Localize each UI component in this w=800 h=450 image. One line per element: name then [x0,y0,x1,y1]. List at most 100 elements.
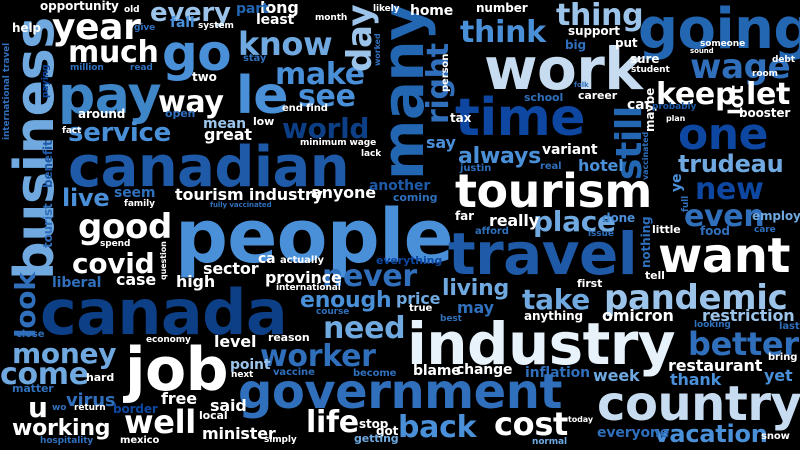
word-stop: stop [359,417,389,431]
word-omicron: omicron [602,306,674,325]
word-better: better [688,325,799,363]
word-province: province [265,268,342,287]
word-mean: mean [203,116,246,132]
word-tell: tell [645,269,665,282]
word-paying: paying [41,64,51,98]
word-think: think [460,15,546,50]
word-said: said [210,396,247,415]
word-actually: actually [280,255,324,266]
word-never: never [322,259,417,294]
word-million: million [70,63,104,73]
word-good: good [78,207,173,247]
word-simply: simply [264,435,297,445]
word-new: new [695,172,764,207]
word-service: service [68,118,172,148]
word-high: high [176,272,216,291]
word-pandemic: pandemic [604,278,788,318]
word-case: case [116,270,157,289]
word-debt: debt [772,55,795,65]
word-price: price [396,289,441,308]
word-even: even [684,199,765,234]
word-help: help [12,21,41,35]
word-another: another [369,178,431,194]
word-room: room [752,69,778,79]
word-low: low [253,115,275,128]
word-u: u [28,391,48,424]
word-virus: virus [66,390,116,411]
word-worker: worker [260,339,376,374]
word-become: become [353,368,397,379]
word-minister: minister [202,424,276,443]
word-everything: everything [376,254,443,267]
word-blame: blame [413,363,461,379]
word-person: person [440,53,451,92]
word-number: number [476,1,528,15]
word-issue: issue [588,229,614,239]
word-point: point [230,357,271,373]
word-part: part [236,1,269,17]
word-employee: employee [752,209,800,223]
word-canada: canada [40,276,288,349]
word-tourism: tourism [455,164,652,218]
word-mexico: mexico [120,435,160,446]
word-school: school [524,91,564,104]
word-matter: matter [12,382,54,395]
word-likely: likely [373,4,400,14]
word-week: week [593,366,640,385]
word-every: every [150,0,231,28]
word-pay: pay [58,66,162,126]
word-well: well [124,403,196,441]
word-bring: bring [768,352,798,363]
word-keep: keep [656,77,737,112]
word-question: question [159,241,168,280]
word-variant: variant [542,142,598,158]
word-level: level [214,332,257,351]
word-career: career [578,89,618,102]
word-opportunity: opportunity [40,0,119,13]
word-support: support [568,24,620,38]
word-much: much [68,35,159,70]
word-big: big [565,38,586,52]
word-stay: stay [243,53,267,64]
word-go: go [162,24,232,82]
word-first: first [577,277,603,290]
word-system: system [198,21,234,31]
word-change: change [456,362,513,378]
word-far: far [455,209,474,223]
word-local: local [199,409,228,422]
word-thing: thing [556,0,644,33]
word-read: read [130,63,153,73]
word-ca: ca [258,251,276,267]
word-food: food [700,224,730,238]
word-industry: industry [407,310,676,378]
word-coming: coming [393,191,438,204]
word-fall: fall [170,15,195,31]
word-always: always [458,144,541,169]
word-sound: sound [690,47,714,55]
word-time: time [455,88,586,148]
word-let: let [746,77,791,112]
word-going: going [638,0,800,62]
word-world: world [282,112,370,145]
word-enough: enough [300,288,392,313]
word-course: course [316,307,350,317]
word-thank: thank [670,370,722,389]
word-wage: wage [690,47,791,87]
word-take: take [522,283,591,316]
word-year: year [52,7,141,48]
word-long: long [260,0,299,17]
word-benefit: benefit [41,140,55,188]
word-le: le [236,66,289,126]
word-tourist: tourist [41,203,55,248]
word-around: around [78,107,126,121]
word-restaurant: restaurant [668,356,763,375]
word-hospitality: hospitality [40,436,94,446]
word-say: say [426,133,456,152]
word-end-find: end find [282,103,328,114]
word-really: really [489,211,539,230]
word-cost: cost [494,405,569,443]
word-international-travel: international travel [2,42,12,140]
word-last: last [779,321,800,332]
word-live: live [62,184,110,212]
